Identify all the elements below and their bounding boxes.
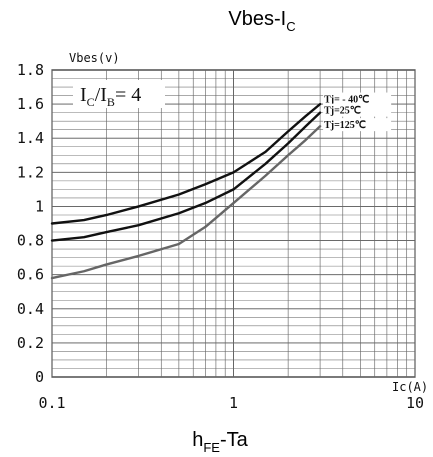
y-tick-label: 0.4: [17, 300, 44, 318]
series-line-2: [50, 111, 322, 242]
chart-title-sub: C: [286, 19, 295, 34]
ratio-slash: /: [95, 84, 101, 106]
series-label-bg-3: [323, 118, 392, 132]
footer-title: hFE-Ta: [192, 429, 248, 455]
y-tick-label: 0.8: [17, 232, 44, 250]
ratio-box-bg: [73, 80, 165, 108]
ratio-ic-sub: C: [87, 95, 95, 109]
ic-ib-ratio-box: IC/IB= 4: [73, 80, 165, 109]
series-label-3: Tj=125℃: [324, 120, 366, 131]
y-tick-label: 0.6: [17, 266, 44, 284]
ratio-ib-sub: B: [107, 95, 115, 109]
series-label-bg-1: [323, 92, 392, 106]
series-layer: [50, 102, 322, 280]
chart-title-main: Vbes-I: [228, 8, 286, 30]
x-tick-label: 10: [406, 394, 424, 412]
y-tick-label: 1.6: [17, 95, 44, 113]
footer-title-prefix: h: [192, 429, 203, 451]
series-line-3: [50, 125, 322, 280]
y-tick-label: 1: [35, 197, 44, 215]
y-tick-label: 1.2: [17, 163, 44, 181]
ratio-text: IC/IB= 4: [80, 84, 141, 109]
ratio-eq: = 4: [115, 84, 141, 106]
ratio-ic: I: [80, 84, 87, 106]
footer-title-sub: FE: [203, 440, 220, 455]
series-label-bg-2: [323, 103, 392, 117]
ratio-ib: I: [100, 84, 107, 106]
series-label-1: Tj= - 40℃: [324, 95, 369, 106]
y-tick-label: 0: [35, 368, 44, 386]
y-tick-label: 1.4: [17, 129, 44, 147]
series-label-layer: Tj= - 40℃Tj=25℃ Tj=125℃: [323, 92, 392, 132]
tick-layer: 0 0.2 0.4 0.6 0.8 1 1.2 1.4 1.6 1.8 0.1 1 10: [17, 61, 424, 412]
y-tick-label: 0.2: [17, 334, 44, 352]
series-label-2: Tj=25℃: [324, 106, 361, 117]
x-axis-label: Ic(A): [392, 380, 428, 394]
series-line-1: [50, 102, 322, 225]
x-tick-label: 1: [229, 394, 238, 412]
chart-title: Vbes-IC: [228, 8, 295, 34]
footer-title-suffix: -Ta: [220, 429, 249, 451]
y-axis-label: Vbes(v): [69, 51, 120, 65]
y-tick-label: 1.8: [17, 61, 44, 79]
x-tick-label: 0.1: [38, 394, 65, 412]
